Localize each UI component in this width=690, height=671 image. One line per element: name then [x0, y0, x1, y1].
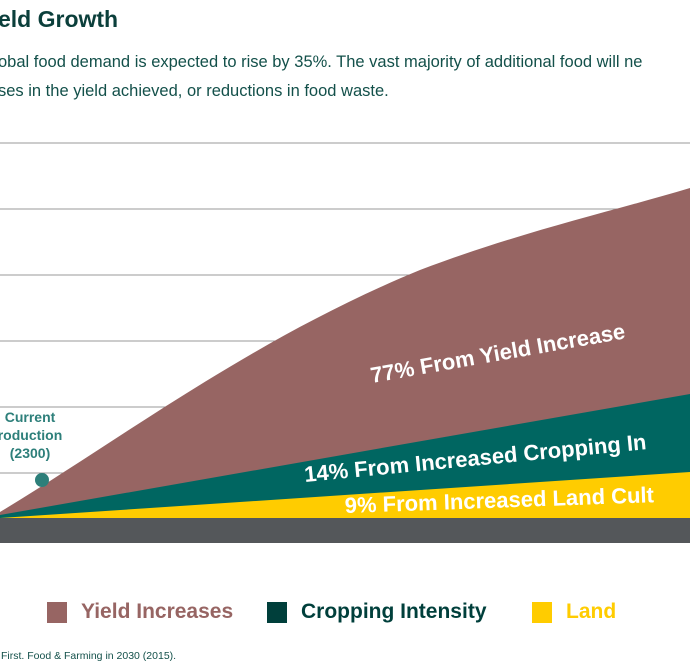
legend-item-land: Land [532, 600, 616, 624]
description-line-2: ses in the yield achieved, or reductions… [0, 82, 389, 100]
current-production-marker [35, 473, 49, 487]
legend-label-land: Land [566, 600, 617, 623]
annotation-line-2: roduction [0, 427, 63, 443]
source-note: First. Food & Farming in 2030 (2015). [1, 650, 177, 662]
legend-label-yield: Yield Increases [81, 600, 234, 623]
chart-title: eld Growth [0, 6, 119, 32]
chart-description: obal food demand is expected to rise by … [0, 48, 642, 106]
legend-swatch-cropping [267, 601, 287, 623]
area-chart: 77% From Yield Increase 14% From Increas… [0, 142, 690, 543]
baseline-bar [0, 518, 690, 543]
legend-label-cropping: Cropping Intensity [301, 600, 487, 623]
current-production-annotation: Current roduction (2300) [0, 408, 82, 462]
legend-item-cropping: Cropping Intensity [267, 600, 487, 624]
areas [0, 188, 690, 520]
legend-item-yield: Yield Increases [47, 600, 233, 624]
annotation-line-3: (2300) [9, 445, 51, 461]
area-land [0, 472, 690, 520]
legend-swatch-land [532, 601, 552, 623]
annotation-line-1: Current [4, 409, 56, 425]
legend-swatch-yield [47, 601, 67, 623]
description-line-1: obal food demand is expected to rise by … [0, 53, 643, 71]
